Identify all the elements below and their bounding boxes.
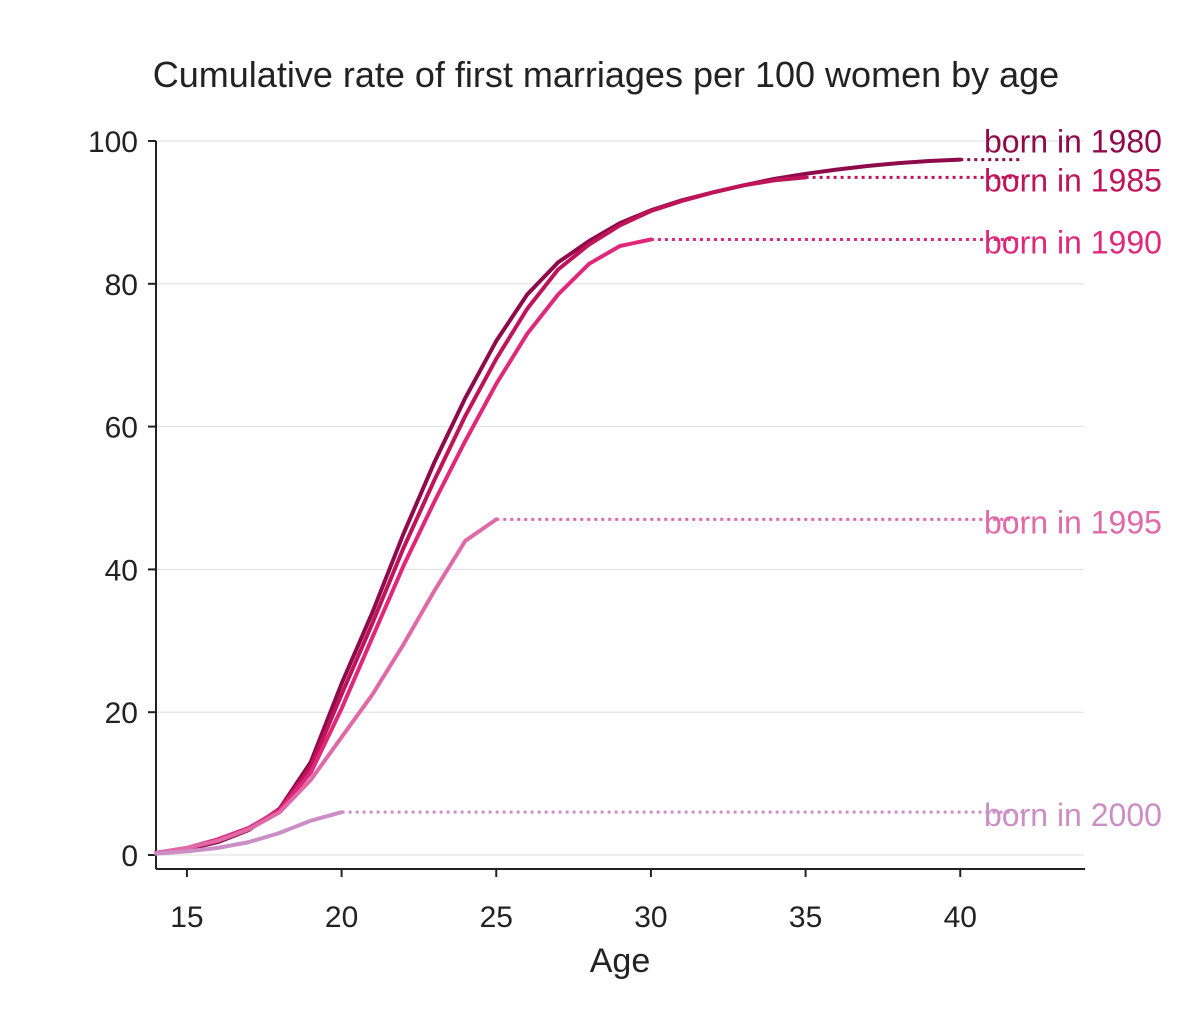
series-label-born-in-1990: born in 1990: [984, 225, 1162, 261]
gridlines: [156, 140, 1084, 856]
tick-labels: 0 20 40 60 80 100 15 20 25 30 35 40: [88, 126, 977, 934]
x-tick-label: 15: [170, 901, 203, 934]
y-tick-label: 40: [105, 554, 138, 587]
x-axis-label: Age: [590, 942, 651, 980]
y-tick-label: 100: [88, 126, 138, 159]
series-line-born-in-1980: [154, 157, 963, 855]
y-tick-label: 20: [105, 697, 138, 730]
series-label-born-in-1985: born in 1985: [984, 162, 1162, 198]
series-label-born-in-2000: born in 2000: [984, 797, 1162, 833]
series-label-born-in-1995: born in 1995: [984, 504, 1162, 540]
x-tick-label: 30: [634, 901, 667, 934]
y-tick-label: 80: [105, 269, 138, 302]
y-tick-label: 60: [105, 412, 138, 445]
series-label-born-in-1980: born in 1980: [984, 124, 1162, 160]
series-line-born-in-1995: [154, 517, 499, 855]
x-tick-label: 35: [789, 901, 822, 934]
x-tick-label: 25: [480, 901, 513, 934]
series-lines: [154, 157, 963, 856]
chart-title: Cumulative rate of first marriages per 1…: [153, 54, 1059, 95]
x-tick-label: 20: [325, 901, 358, 934]
x-tick-label: 40: [944, 901, 977, 934]
projections: [341, 158, 1023, 814]
y-tick-label: 0: [121, 840, 138, 873]
series-line-born-in-1985: [154, 175, 808, 855]
axes: [148, 140, 1085, 877]
series-line-born-in-2000: [154, 810, 344, 856]
